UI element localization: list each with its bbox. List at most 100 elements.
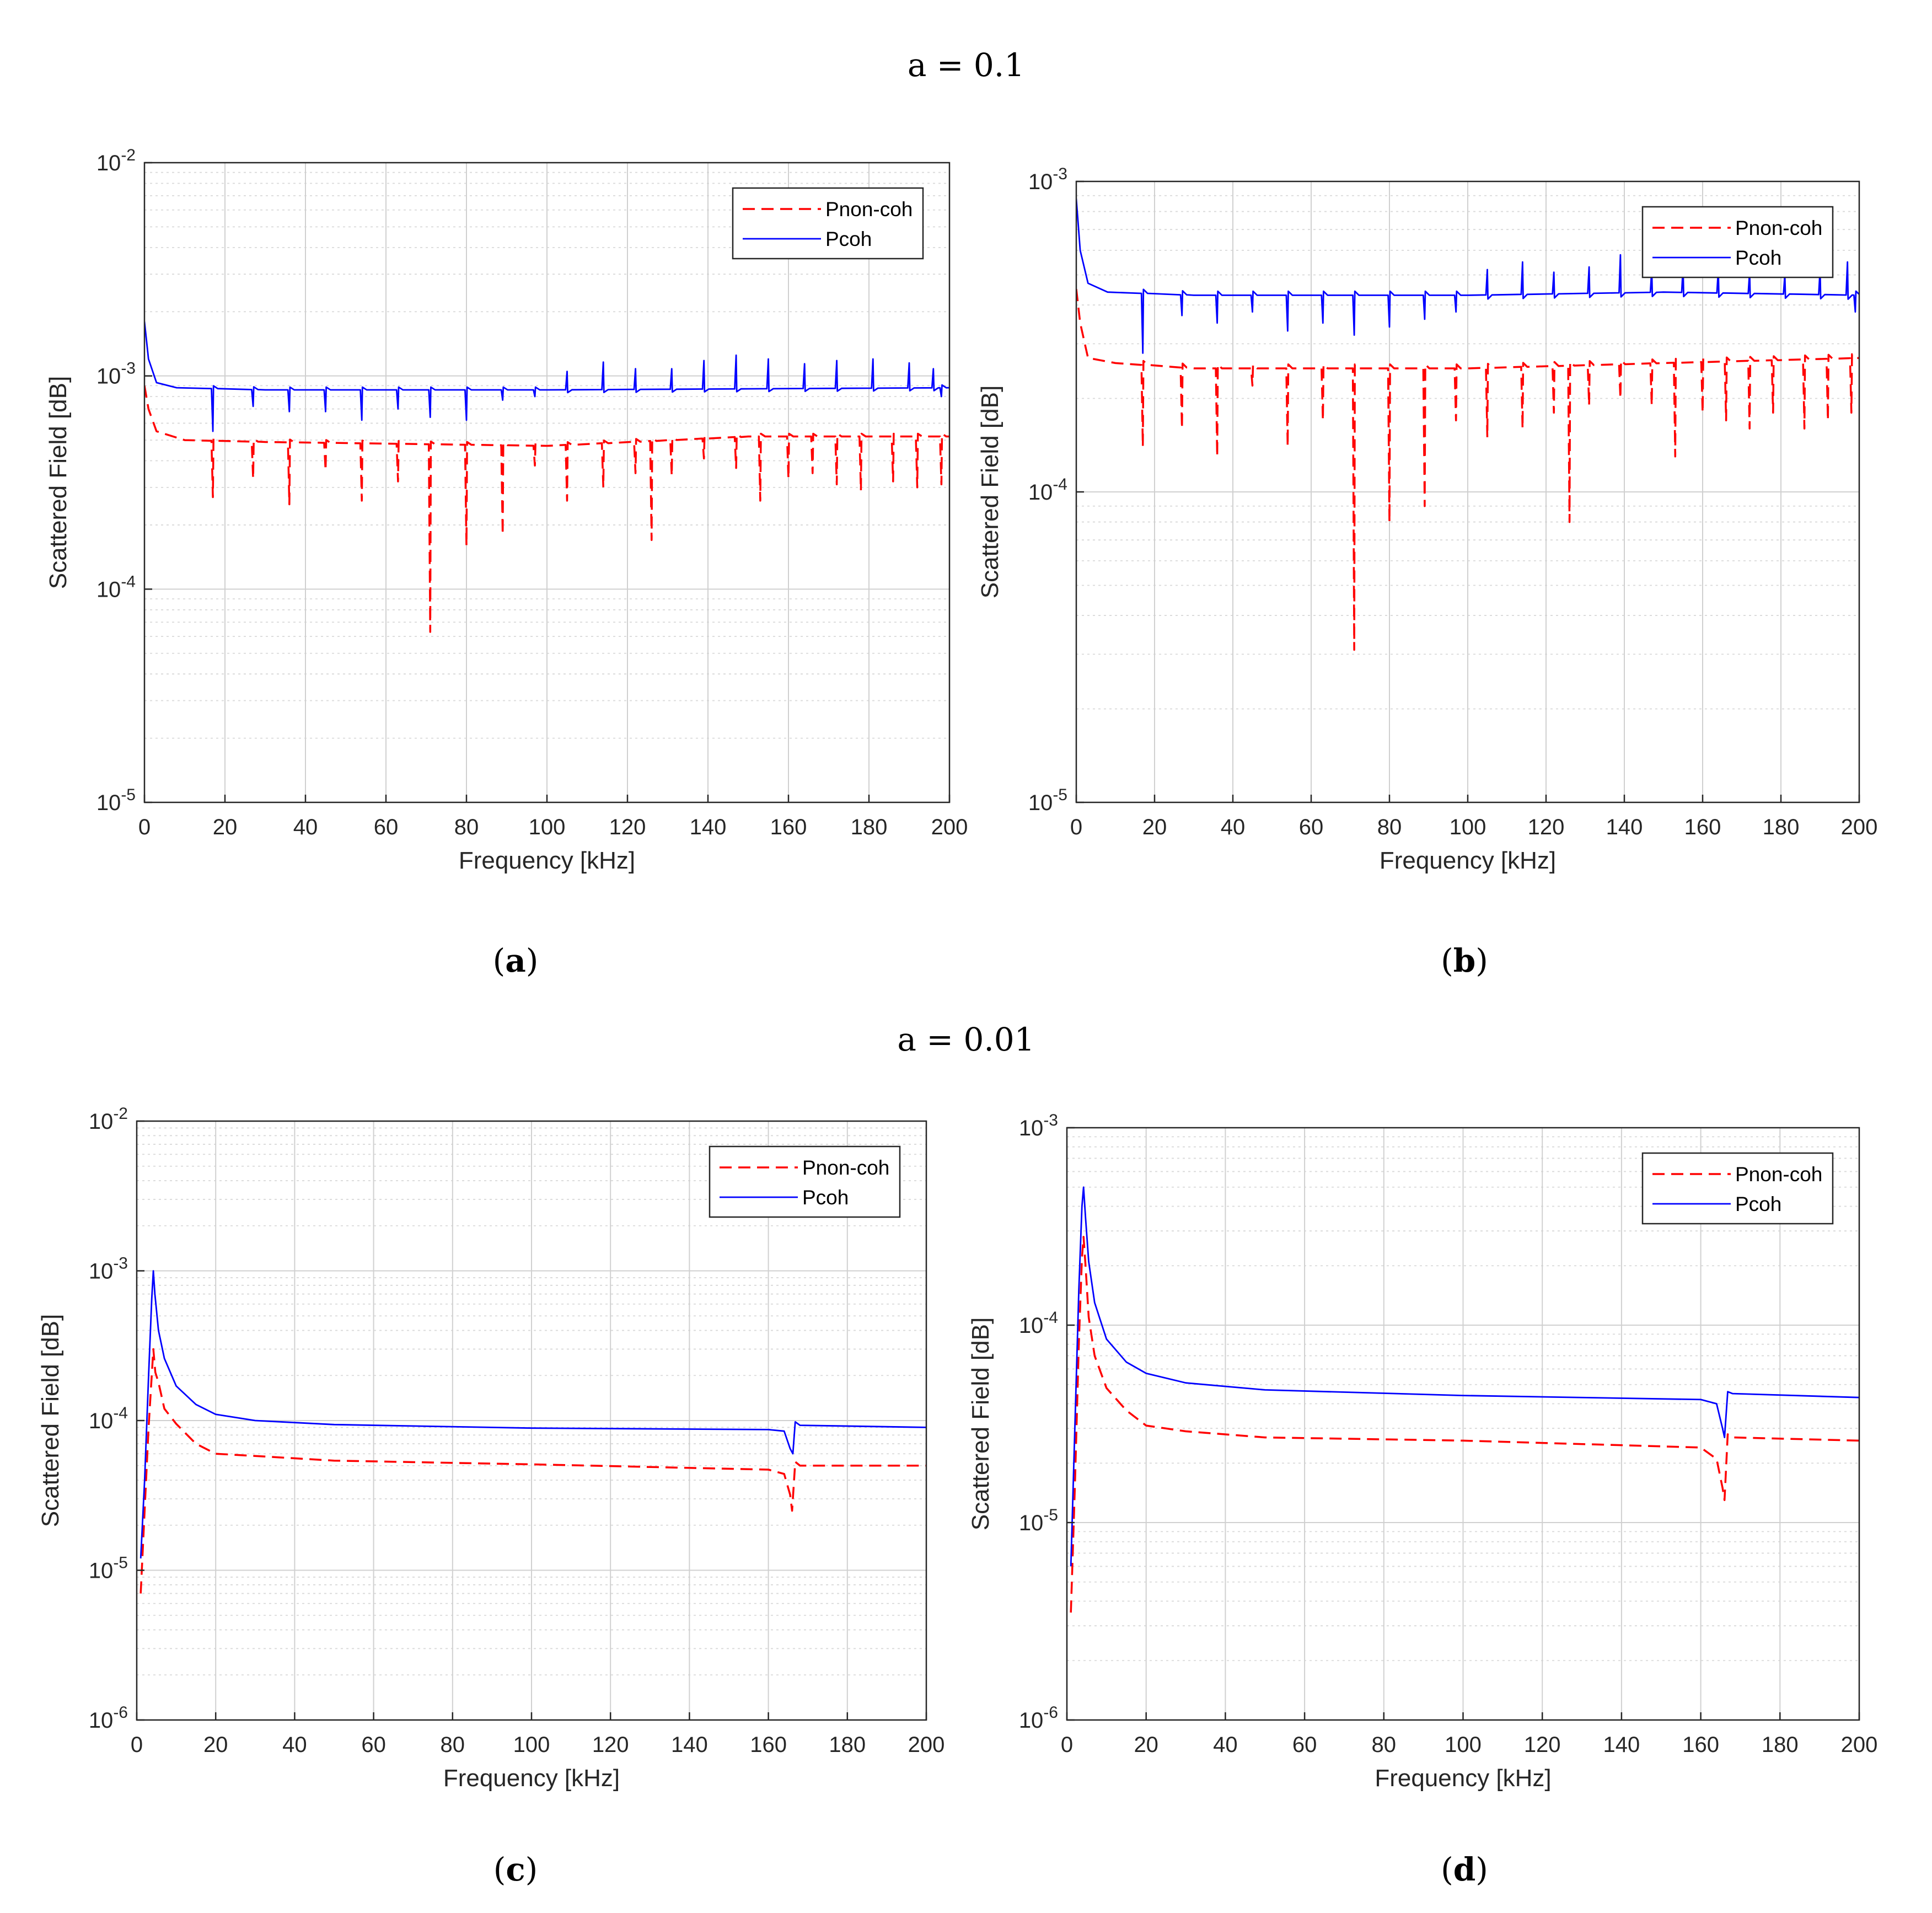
y-tick-label: 10-3: [96, 360, 136, 389]
legend-label-pnon-coh: Pnon-coh: [1735, 1163, 1822, 1186]
y-tick-exponent: -3: [121, 360, 136, 378]
legend-label-pnon-coh: Pnon-coh: [1735, 217, 1822, 239]
x-tick-label: 200: [931, 815, 968, 839]
x-tick-label: 60: [374, 815, 399, 839]
y-tick-exponent: -4: [1053, 475, 1067, 494]
section-title-top: a = 0.1: [908, 46, 1024, 84]
y-tick-label: 10-5: [96, 786, 136, 815]
y-tick-exponent: -4: [1043, 1309, 1058, 1327]
x-tick-label: 40: [1213, 1733, 1238, 1757]
y-tick-exponent: -5: [1043, 1506, 1058, 1524]
x-tick-label: 180: [1763, 815, 1800, 839]
y-tick-label: 10-2: [96, 146, 136, 175]
y-tick-base: 10: [1019, 1708, 1044, 1733]
y-tick-base: 10: [89, 1559, 114, 1583]
legend-label-pnon-coh: Pnon-coh: [802, 1156, 889, 1179]
x-tick-label: 60: [361, 1733, 386, 1757]
x-tick-label: 0: [1070, 815, 1082, 839]
x-tick-label: 80: [441, 1733, 465, 1757]
series-line-pnon-coh: [144, 385, 949, 633]
legend-box: [732, 187, 924, 260]
y-tick-base: 10: [96, 365, 121, 389]
legend-label-pcoh: Pcoh: [825, 228, 872, 250]
x-tick-label: 0: [138, 815, 151, 839]
series-line-pcoh: [144, 321, 949, 432]
x-tick-label: 140: [1603, 1733, 1640, 1757]
x-tick-label: 140: [1606, 815, 1643, 839]
y-tick-base: 10: [89, 1110, 114, 1134]
chart-d: 0 20 40 60 80 100 120 140 160 180 20010-610-510-41…: [967, 1111, 1877, 1888]
y-tick-exponent: -6: [113, 1703, 128, 1722]
y-tick-exponent: -3: [1053, 165, 1067, 183]
legend-label-pcoh: Pcoh: [1735, 1193, 1781, 1215]
x-tick-label: 100: [529, 815, 566, 839]
x-axis-label: Frequency [kHz]: [443, 1765, 620, 1792]
y-tick-base: 10: [1028, 480, 1053, 505]
x-tick-label: 40: [282, 1733, 307, 1757]
y-tick-base: 10: [89, 1260, 114, 1284]
series-line-pnon-coh: [139, 1348, 926, 1594]
x-tick-label: 160: [750, 1733, 787, 1757]
y-tick-base: 10: [96, 151, 121, 175]
x-tick-label: 120: [1528, 815, 1565, 839]
chart-c: 0 20 40 60 80 100 120 140 160 180 20010-610-510-41…: [37, 1105, 944, 1888]
x-tick-label: 40: [293, 815, 318, 839]
chart-b: 0 20 40 60 80 100 120 140 160 180 20010-510-410-3F…: [976, 165, 1877, 979]
series-line-pcoh: [139, 1270, 926, 1559]
x-tick-label: 200: [1841, 815, 1878, 839]
y-tick-label: 10-6: [89, 1703, 128, 1733]
y-tick-exponent: -2: [121, 146, 136, 164]
y-tick-label: 10-3: [89, 1255, 128, 1284]
panel-caption: (c): [493, 1851, 538, 1888]
y-tick-label: 10-5: [89, 1554, 128, 1583]
legend: Pnon-coh Pcoh: [709, 1145, 901, 1218]
x-tick-label: 40: [1221, 815, 1246, 839]
legend-label-pnon-coh: Pnon-coh: [825, 198, 913, 221]
legend: Pnon-coh Pcoh: [1641, 206, 1834, 278]
y-tick-base: 10: [1019, 1314, 1044, 1338]
series-line-pnon-coh: [1070, 1236, 1859, 1613]
y-tick-exponent: -5: [121, 786, 136, 804]
x-tick-label: 60: [1292, 1733, 1317, 1757]
x-tick-label: 200: [1841, 1733, 1878, 1757]
x-tick-label: 160: [770, 815, 807, 839]
x-tick-label: 120: [609, 815, 646, 839]
y-tick-exponent: -5: [1053, 786, 1067, 804]
y-tick-label: 10-4: [1028, 475, 1067, 505]
x-tick-label: 180: [829, 1733, 866, 1757]
x-tick-label: 20: [1134, 1733, 1158, 1757]
series-line-pcoh: [1076, 199, 1859, 354]
y-tick-base: 10: [96, 577, 121, 602]
x-tick-label: 180: [851, 815, 888, 839]
y-tick-label: 10-5: [1028, 786, 1067, 815]
y-tick-exponent: -5: [113, 1554, 128, 1572]
legend: Pnon-coh Pcoh: [1641, 1152, 1834, 1225]
legend-box: [1641, 1152, 1834, 1225]
y-tick-exponent: -3: [113, 1255, 128, 1273]
y-tick-exponent: -4: [121, 572, 136, 591]
y-axis-label: Scattered Field [dB]: [37, 1314, 64, 1527]
x-tick-label: 80: [454, 815, 479, 839]
y-tick-label: 10-5: [1019, 1506, 1058, 1535]
x-axis-label: Frequency [kHz]: [1375, 1765, 1551, 1792]
x-tick-label: 200: [908, 1733, 945, 1757]
chart-panels: 0 20 40 60 80 100 120 140 160 180 20010-510-410-31…: [37, 146, 1877, 1888]
x-tick-label: 100: [1450, 815, 1486, 839]
x-tick-label: 120: [592, 1733, 629, 1757]
x-tick-label: 100: [513, 1733, 550, 1757]
y-tick-label: 10-3: [1019, 1111, 1058, 1140]
y-tick-base: 10: [1028, 170, 1053, 194]
panel-caption: (b): [1441, 942, 1488, 979]
y-axis-label: Scattered Field [dB]: [967, 1317, 994, 1530]
y-tick-exponent: -4: [113, 1404, 128, 1422]
panel-caption: (a): [493, 942, 539, 979]
x-tick-label: 80: [1377, 815, 1402, 839]
y-tick-label: 10-4: [89, 1404, 128, 1433]
x-tick-label: 0: [1061, 1733, 1073, 1757]
legend-label-pcoh: Pcoh: [802, 1186, 849, 1209]
section-title-bottom: a = 0.01: [897, 1021, 1034, 1058]
x-tick-label: 180: [1762, 1733, 1799, 1757]
y-tick-label: 10-3: [1028, 165, 1067, 194]
y-tick-label: 10-2: [89, 1105, 128, 1134]
legend-label-pcoh: Pcoh: [1735, 247, 1781, 269]
